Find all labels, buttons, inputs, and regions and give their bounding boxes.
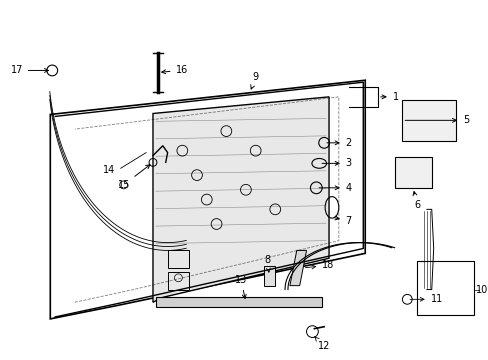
Polygon shape	[289, 251, 306, 285]
Text: 11: 11	[409, 294, 442, 304]
Text: 2: 2	[326, 138, 351, 148]
Text: 1: 1	[380, 92, 398, 102]
Bar	[394, 157, 431, 188]
Bar	[402, 100, 455, 141]
Text: 7: 7	[334, 216, 351, 226]
Text: 5: 5	[405, 115, 468, 125]
Text: 16: 16	[162, 66, 187, 76]
Bar	[263, 266, 275, 285]
Bar	[416, 261, 473, 315]
Polygon shape	[153, 97, 328, 302]
Text: 14: 14	[102, 165, 115, 175]
Text: 12: 12	[314, 337, 330, 351]
Bar	[167, 251, 189, 268]
Text: 9: 9	[250, 72, 258, 89]
Bar	[156, 297, 322, 307]
Text: 4: 4	[319, 183, 351, 193]
Text: 8: 8	[264, 255, 270, 272]
Text: 13: 13	[234, 275, 246, 298]
Text: 15: 15	[117, 165, 150, 190]
Text: 10: 10	[475, 284, 487, 294]
Text: 18: 18	[305, 260, 334, 270]
Text: 6: 6	[412, 192, 419, 210]
Text: 17: 17	[11, 66, 48, 76]
Bar	[167, 272, 189, 289]
Text: 3: 3	[322, 158, 351, 168]
